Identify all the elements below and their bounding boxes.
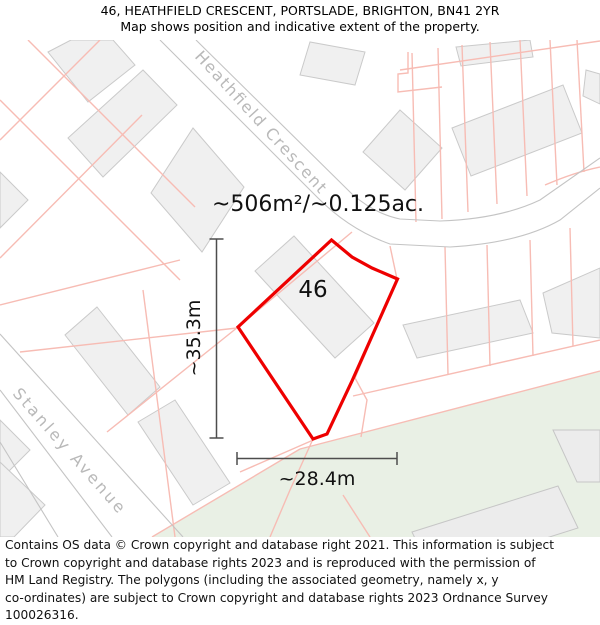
plot-number-label: 46: [298, 277, 327, 303]
copyright-line: to Crown copyright and database rights 2…: [5, 555, 536, 570]
copyright-notice: Contains OS data © Crown copyright and d…: [0, 537, 600, 625]
area-label: ~506m²/~0.125ac.: [212, 192, 424, 217]
copyright-line: HM Land Registry. The polygons (includin…: [5, 573, 499, 587]
map-header: 46, HEATHFIELD CRESCENT, PORTSLADE, BRIG…: [0, 0, 600, 40]
dimension-lines: [209, 238, 398, 465]
map-canvas: Heathfield Crescent Stanley Avenue ~506m…: [0, 40, 600, 537]
page-subtitle: Map shows position and indicative extent…: [120, 19, 480, 34]
copyright-line: 100026316.: [5, 608, 79, 622]
horizontal-dimension-label: ~28.4m: [279, 468, 356, 490]
copyright-line: Contains OS data © Crown copyright and d…: [5, 538, 554, 552]
property-map: Heathfield Crescent Stanley Avenue ~506m…: [0, 40, 600, 537]
map-labels: ~506m²/~0.125ac. 46 ~35.3m ~28.4m: [183, 192, 424, 490]
stanley-avenue-ne-edge: [0, 333, 184, 537]
heathfield-crescent-north-edge: [195, 40, 600, 222]
roads-layer: [0, 40, 600, 537]
heathfield-crescent-south-edge: [159, 40, 600, 248]
copyright-line: co-ordinates) are subject to Crown copyr…: [5, 590, 548, 605]
property-boundary-outline: [235, 237, 400, 441]
parcel-lines: [0, 40, 600, 537]
page-title: 46, HEATHFIELD CRESCENT, PORTSLADE, BRIG…: [100, 3, 500, 18]
stanley-avenue-sw-edge: [0, 389, 113, 537]
buildings-layer: [0, 40, 600, 537]
building-plot-46: [254, 235, 375, 359]
vertical-dimension-label: ~35.3m: [183, 300, 205, 377]
stanley-avenue-outer-edge: [0, 441, 59, 537]
greenspace-area: [152, 371, 600, 537]
